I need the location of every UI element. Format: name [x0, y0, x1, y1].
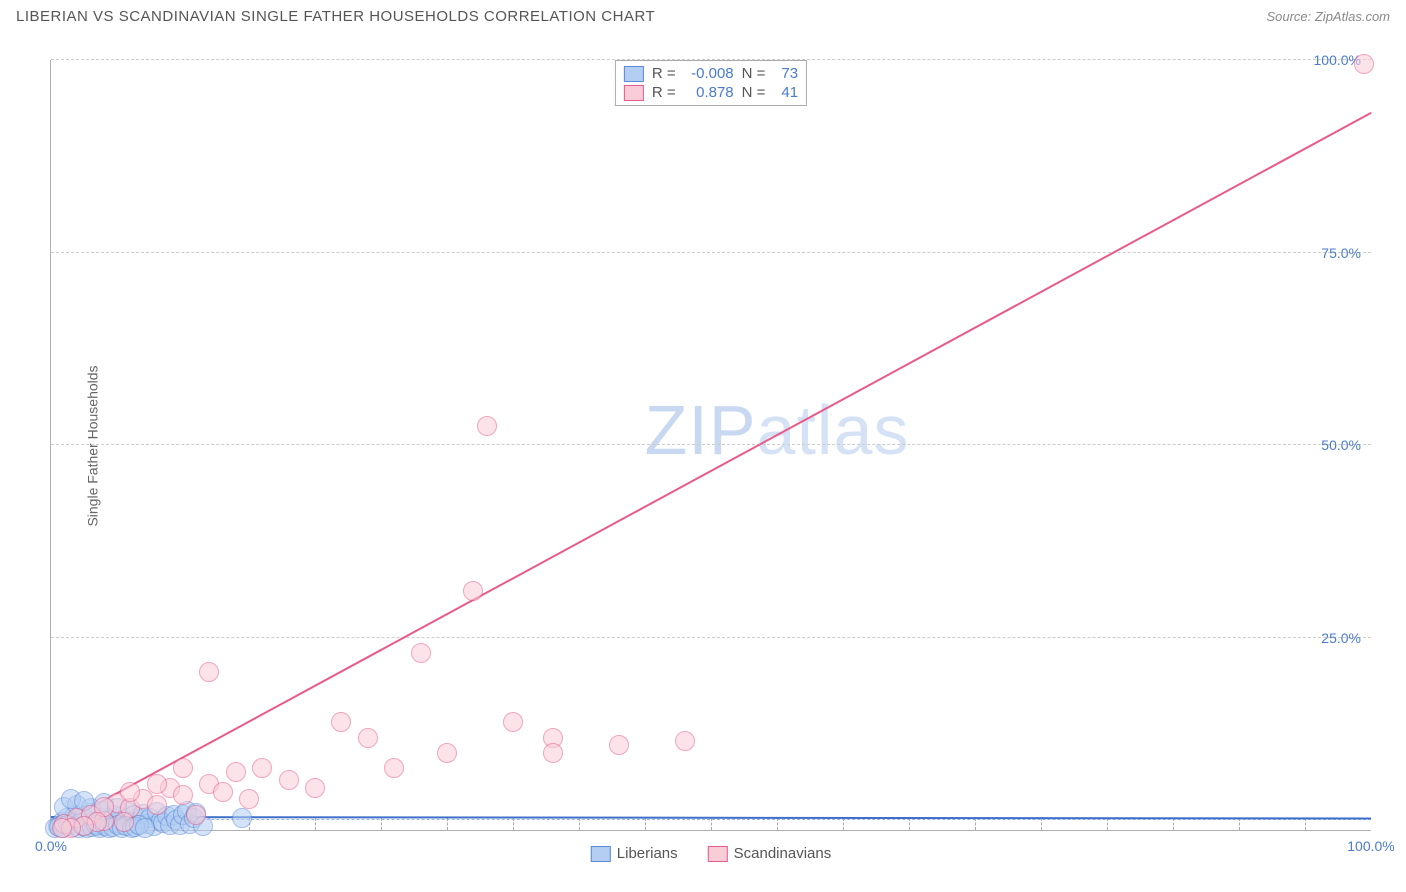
data-point [147, 774, 167, 794]
xtick-minor [975, 818, 976, 830]
xtick-minor [909, 818, 910, 830]
xtick-minor [579, 818, 580, 830]
data-point [120, 782, 140, 802]
data-point [52, 818, 72, 838]
data-point [463, 581, 483, 601]
xtick-label: 100.0% [1347, 838, 1394, 854]
legend-item-series2: Scandinavians [708, 845, 832, 862]
ytick-label: 75.0% [1321, 245, 1361, 261]
trend-line [51, 112, 1372, 830]
data-point [114, 812, 134, 832]
ytick-label: 50.0% [1321, 437, 1361, 453]
watermark: ZIPatlas [645, 390, 910, 470]
data-point [173, 785, 193, 805]
swatch-series1 [624, 66, 644, 82]
xtick-minor [513, 818, 514, 830]
data-point [503, 712, 523, 732]
data-point [675, 731, 695, 751]
swatch-series2 [624, 85, 644, 101]
data-point [609, 735, 629, 755]
stats-legend-box: R = -0.008 N = 73 R = 0.878 N = 41 [615, 60, 807, 106]
xtick-minor [645, 818, 646, 830]
gridline-h [51, 444, 1371, 445]
chart-title: LIBERIAN VS SCANDINAVIAN SINGLE FATHER H… [16, 8, 655, 25]
data-point [252, 758, 272, 778]
data-point [543, 743, 563, 763]
data-point [199, 662, 219, 682]
data-point [477, 416, 497, 436]
bottom-legend: Liberians Scandinavians [591, 845, 831, 862]
data-point [384, 758, 404, 778]
chart-plot-area: ZIPatlas R = -0.008 N = 73 R = 0.878 N =… [50, 60, 1371, 831]
swatch-series2-b [708, 846, 728, 862]
xtick-minor [1239, 818, 1240, 830]
xtick-minor [315, 818, 316, 830]
gridline-h [51, 59, 1371, 60]
xtick-label: 0.0% [35, 838, 67, 854]
xtick-minor [1107, 818, 1108, 830]
xtick-minor [447, 818, 448, 830]
data-point [279, 770, 299, 790]
data-point [173, 758, 193, 778]
data-point [135, 818, 155, 838]
data-point [213, 782, 233, 802]
data-point [437, 743, 457, 763]
gridline-h [51, 637, 1371, 638]
data-point [331, 712, 351, 732]
source-label: Source: ZipAtlas.com [1266, 9, 1390, 24]
data-point [147, 795, 167, 815]
ytick-label: 25.0% [1321, 630, 1361, 646]
gridline-h [51, 252, 1371, 253]
data-point [226, 762, 246, 782]
stats-row-series1: R = -0.008 N = 73 [622, 64, 800, 83]
data-point [411, 643, 431, 663]
data-point [239, 789, 259, 809]
xtick-minor [1173, 818, 1174, 830]
xtick-minor [381, 818, 382, 830]
stats-row-series2: R = 0.878 N = 41 [622, 83, 800, 102]
xtick-minor [1305, 818, 1306, 830]
data-point [186, 805, 206, 825]
xtick-minor [843, 818, 844, 830]
legend-item-series1: Liberians [591, 845, 678, 862]
swatch-series1-b [591, 846, 611, 862]
data-point [358, 728, 378, 748]
xtick-minor [1041, 818, 1042, 830]
xtick-minor [711, 818, 712, 830]
data-point [305, 778, 325, 798]
data-point [1354, 54, 1374, 74]
xtick-minor [777, 818, 778, 830]
data-point [232, 808, 252, 828]
